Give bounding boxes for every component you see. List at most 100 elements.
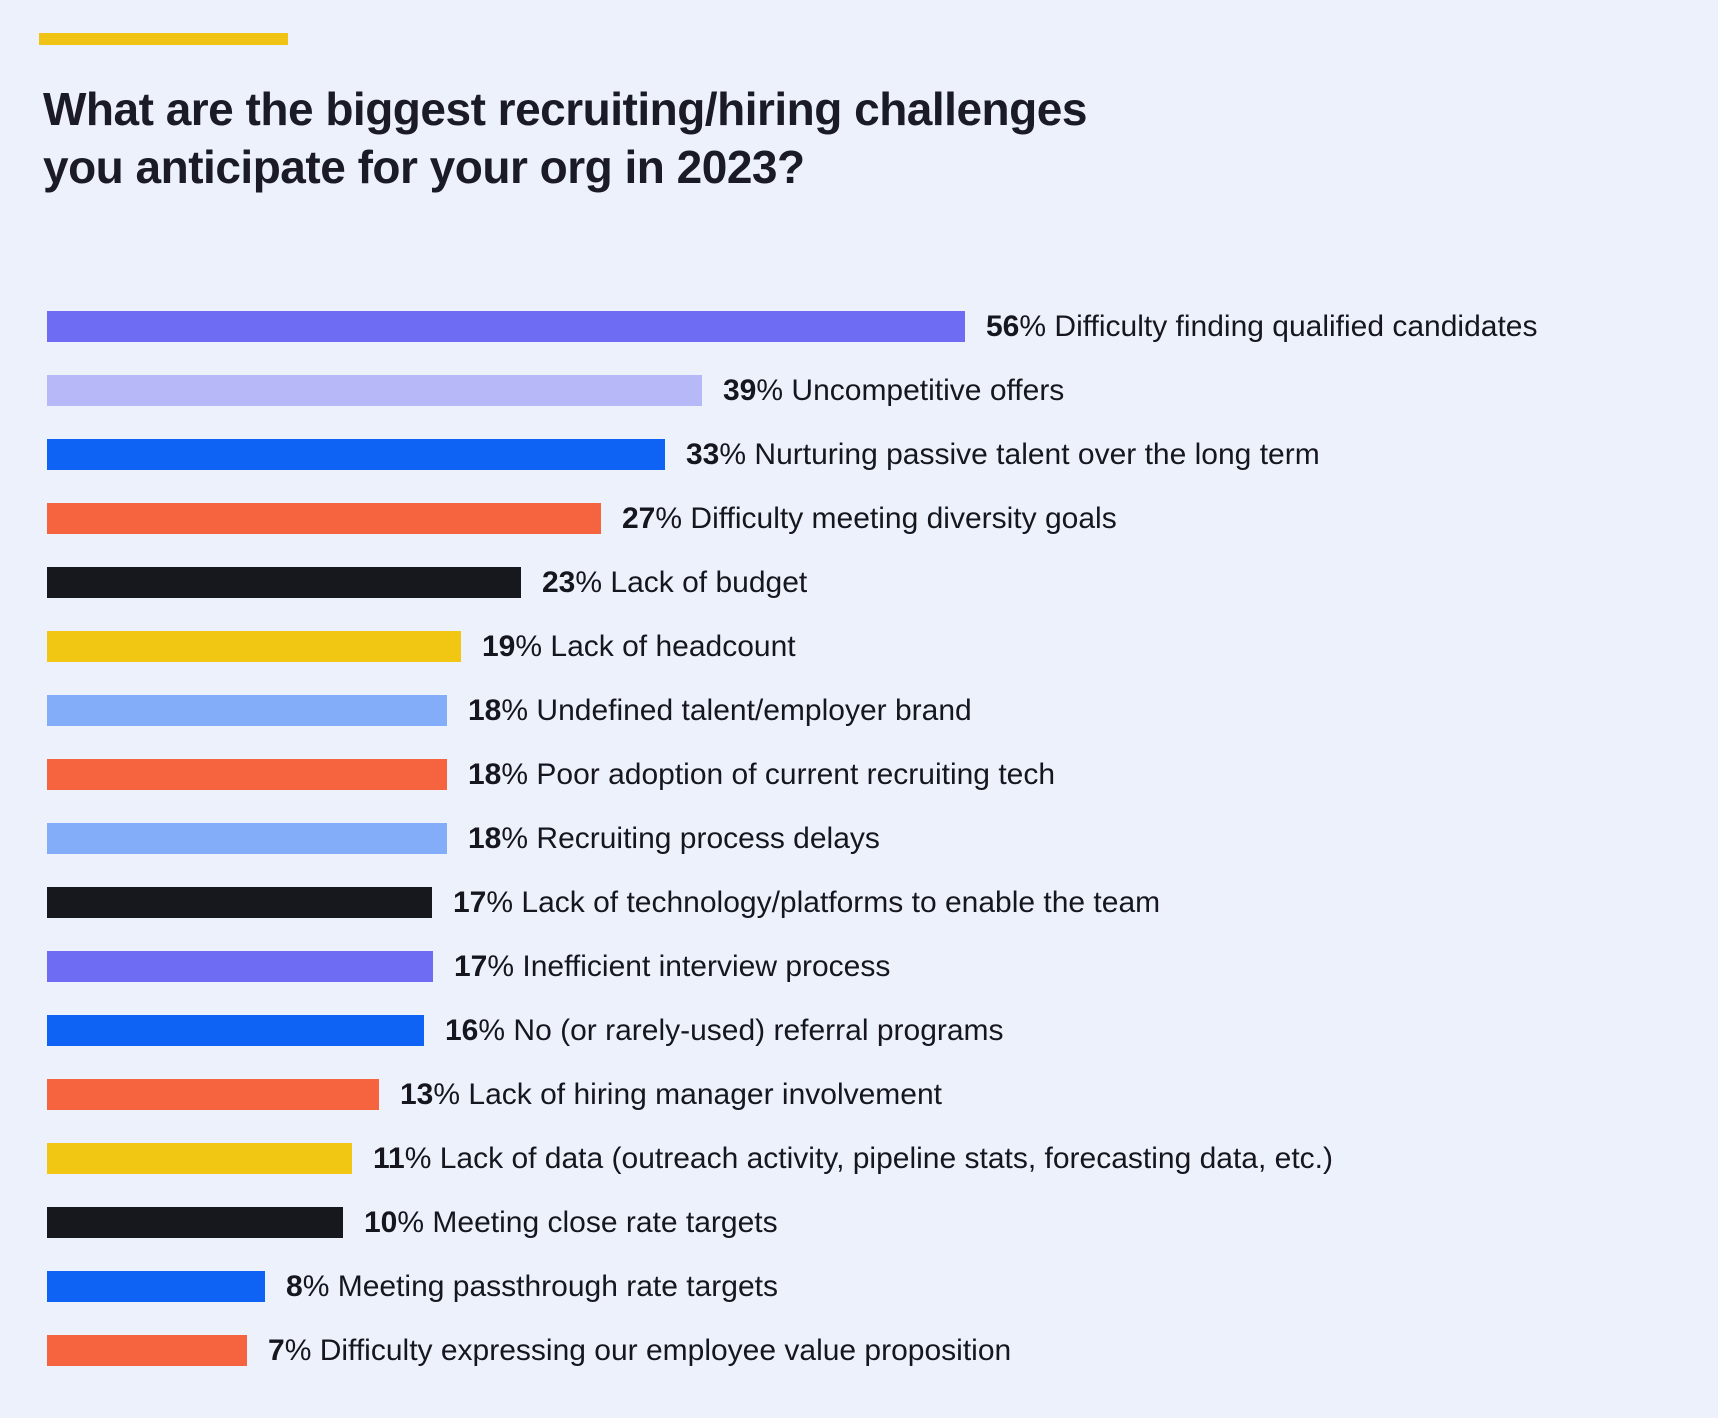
bar-segment	[47, 1015, 424, 1046]
percent-sign: %	[404, 1142, 432, 1175]
bar-segment	[47, 439, 665, 470]
chart-row: 8% Meeting passthrough rate targets	[47, 1271, 1537, 1302]
bar-value-label: 18% Poor adoption of current recruiting …	[468, 759, 1055, 790]
bar-value-label: 16% No (or rarely-used) referral program…	[445, 1015, 1004, 1046]
bar-segment	[47, 567, 521, 598]
percent-value: 18	[468, 694, 502, 727]
percent-sign: %	[302, 1270, 330, 1303]
percent-value: 33	[686, 438, 720, 471]
bar-segment	[47, 823, 447, 854]
percent-value: 17	[453, 886, 487, 919]
bar-value-label: 11% Lack of data (outreach activity, pip…	[373, 1143, 1333, 1174]
category-label: Difficulty meeting diversity goals	[690, 502, 1117, 535]
chart-row: 16% No (or rarely-used) referral program…	[47, 1015, 1537, 1046]
bar-value-label: 56% Difficulty finding qualified candida…	[986, 311, 1537, 342]
category-label: Meeting passthrough rate targets	[337, 1270, 778, 1303]
bar-value-label: 23% Lack of budget	[542, 567, 807, 598]
percent-sign: %	[284, 1334, 312, 1367]
category-label: Nurturing passive talent over the long t…	[754, 438, 1320, 471]
percent-sign: %	[397, 1206, 425, 1239]
bar-segment	[47, 1271, 265, 1302]
category-label: Poor adoption of current recruiting tech	[536, 758, 1056, 791]
chart-row: 13% Lack of hiring manager involvement	[47, 1079, 1537, 1110]
category-label: Recruiting process delays	[536, 822, 880, 855]
category-label: Difficulty expressing our employee value…	[319, 1334, 1012, 1367]
category-label: Lack of data (outreach activity, pipelin…	[439, 1142, 1333, 1175]
percent-sign: %	[515, 630, 543, 663]
bar-value-label: 17% Inefficient interview process	[454, 951, 890, 982]
bar-segment	[47, 631, 461, 662]
chart-row: 19% Lack of headcount	[47, 631, 1537, 662]
percent-sign: %	[1019, 310, 1047, 343]
percent-sign: %	[501, 694, 529, 727]
category-label: Lack of budget	[610, 566, 808, 599]
category-label: Meeting close rate targets	[432, 1206, 778, 1239]
chart-row: 17% Inefficient interview process	[47, 951, 1537, 982]
bar-segment	[47, 311, 965, 342]
percent-value: 16	[445, 1014, 479, 1047]
bar-segment	[47, 375, 702, 406]
bar-value-label: 17% Lack of technology/platforms to enab…	[453, 887, 1160, 918]
bar-value-label: 10% Meeting close rate targets	[364, 1207, 778, 1238]
percent-value: 7	[268, 1334, 285, 1367]
percent-sign: %	[575, 566, 603, 599]
chart-row: 39% Uncompetitive offers	[47, 375, 1537, 406]
percent-sign: %	[655, 502, 683, 535]
percent-value: 10	[364, 1206, 398, 1239]
percent-value: 56	[986, 310, 1020, 343]
percent-value: 18	[468, 758, 502, 791]
page-title: What are the biggest recruiting/hiring c…	[43, 80, 1087, 196]
bar-value-label: 19% Lack of headcount	[482, 631, 796, 662]
percent-value: 13	[400, 1078, 434, 1111]
percent-value: 18	[468, 822, 502, 855]
bar-segment	[47, 503, 601, 534]
percent-value: 8	[286, 1270, 303, 1303]
category-label: Lack of technology/platforms to enable t…	[521, 886, 1161, 919]
percent-sign: %	[501, 758, 529, 791]
percent-value: 11	[373, 1142, 405, 1175]
percent-value: 39	[723, 374, 757, 407]
category-label: Lack of headcount	[550, 630, 796, 663]
chart-row: 18% Poor adoption of current recruiting …	[47, 759, 1537, 790]
bar-segment	[47, 1079, 379, 1110]
bar-chart: 56% Difficulty finding qualified candida…	[47, 311, 1537, 1366]
chart-row: 11% Lack of data (outreach activity, pip…	[47, 1143, 1537, 1174]
chart-row: 10% Meeting close rate targets	[47, 1207, 1537, 1238]
percent-value: 23	[542, 566, 576, 599]
accent-dash	[39, 33, 288, 45]
chart-row: 27% Difficulty meeting diversity goals	[47, 503, 1537, 534]
bar-value-label: 27% Difficulty meeting diversity goals	[622, 503, 1117, 534]
page-title-line-2: you anticipate for your org in 2023?	[43, 141, 805, 193]
percent-sign: %	[756, 374, 784, 407]
bar-segment	[47, 695, 447, 726]
bar-segment	[47, 887, 432, 918]
percent-value: 27	[622, 502, 656, 535]
chart-row: 18% Undefined talent/employer brand	[47, 695, 1537, 726]
percent-value: 17	[454, 950, 488, 983]
bar-value-label: 33% Nurturing passive talent over the lo…	[686, 439, 1320, 470]
bar-value-label: 13% Lack of hiring manager involvement	[400, 1079, 942, 1110]
percent-sign: %	[478, 1014, 506, 1047]
category-label: Inefficient interview process	[522, 950, 891, 983]
chart-row: 17% Lack of technology/platforms to enab…	[47, 887, 1537, 918]
bar-value-label: 7% Difficulty expressing our employee va…	[268, 1335, 1011, 1366]
percent-sign: %	[433, 1078, 461, 1111]
bar-value-label: 8% Meeting passthrough rate targets	[286, 1271, 778, 1302]
category-label: Undefined talent/employer brand	[536, 694, 972, 727]
percent-sign: %	[486, 886, 514, 919]
bar-value-label: 18% Recruiting process delays	[468, 823, 880, 854]
chart-row: 33% Nurturing passive talent over the lo…	[47, 439, 1537, 470]
chart-row: 18% Recruiting process delays	[47, 823, 1537, 854]
category-label: Difficulty finding qualified candidates	[1054, 310, 1538, 343]
bar-value-label: 39% Uncompetitive offers	[723, 375, 1064, 406]
page-title-line-1: What are the biggest recruiting/hiring c…	[43, 83, 1087, 135]
chart-row: 7% Difficulty expressing our employee va…	[47, 1335, 1537, 1366]
bar-value-label: 18% Undefined talent/employer brand	[468, 695, 972, 726]
chart-row: 23% Lack of budget	[47, 567, 1537, 598]
bar-segment	[47, 1335, 247, 1366]
bar-segment	[47, 1143, 352, 1174]
category-label: Uncompetitive offers	[791, 374, 1065, 407]
category-label: Lack of hiring manager involvement	[468, 1078, 942, 1111]
bar-segment	[47, 759, 447, 790]
percent-sign: %	[719, 438, 747, 471]
